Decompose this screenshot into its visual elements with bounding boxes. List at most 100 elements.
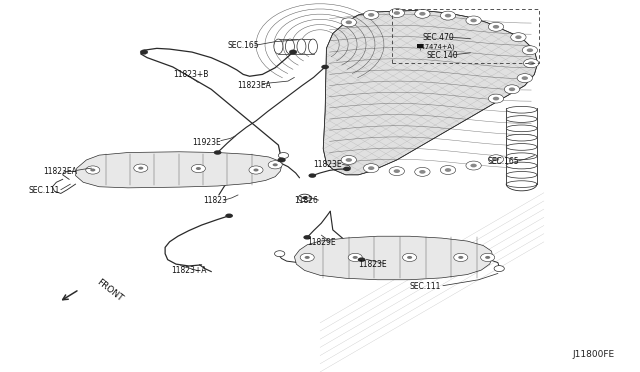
Circle shape bbox=[86, 166, 100, 174]
Circle shape bbox=[485, 256, 490, 259]
Circle shape bbox=[528, 61, 534, 65]
Circle shape bbox=[394, 169, 400, 173]
Text: SEC.165: SEC.165 bbox=[227, 41, 259, 50]
Text: 11923E: 11923E bbox=[192, 138, 221, 147]
Ellipse shape bbox=[506, 125, 537, 132]
Text: 11826: 11826 bbox=[294, 196, 318, 205]
Circle shape bbox=[321, 65, 329, 69]
Circle shape bbox=[522, 76, 528, 80]
Polygon shape bbox=[323, 10, 538, 175]
Circle shape bbox=[196, 167, 201, 170]
Circle shape bbox=[470, 164, 477, 167]
Ellipse shape bbox=[297, 39, 306, 54]
Circle shape bbox=[415, 9, 430, 18]
Circle shape bbox=[308, 173, 316, 178]
Polygon shape bbox=[76, 152, 282, 188]
Circle shape bbox=[303, 235, 311, 240]
Circle shape bbox=[466, 16, 481, 25]
Text: 11823E: 11823E bbox=[358, 260, 387, 269]
Ellipse shape bbox=[506, 134, 537, 141]
Circle shape bbox=[358, 257, 365, 262]
Circle shape bbox=[300, 253, 314, 262]
Circle shape bbox=[341, 155, 356, 164]
Circle shape bbox=[368, 166, 374, 170]
Circle shape bbox=[440, 166, 456, 174]
Ellipse shape bbox=[506, 162, 537, 169]
Circle shape bbox=[511, 33, 526, 42]
Ellipse shape bbox=[506, 171, 537, 178]
Circle shape bbox=[488, 94, 504, 103]
Circle shape bbox=[346, 20, 352, 24]
Circle shape bbox=[389, 9, 404, 17]
Circle shape bbox=[191, 164, 205, 173]
Circle shape bbox=[488, 155, 504, 164]
Ellipse shape bbox=[274, 39, 283, 54]
Circle shape bbox=[364, 164, 379, 173]
Circle shape bbox=[389, 167, 404, 176]
Circle shape bbox=[403, 253, 417, 262]
Text: SEC.470: SEC.470 bbox=[422, 33, 454, 42]
Text: FRONT: FRONT bbox=[95, 278, 124, 304]
Circle shape bbox=[368, 13, 374, 17]
Circle shape bbox=[305, 256, 310, 259]
Text: 11823: 11823 bbox=[204, 196, 227, 205]
Ellipse shape bbox=[308, 39, 317, 54]
Ellipse shape bbox=[506, 144, 537, 150]
Text: (47474+A): (47474+A) bbox=[419, 43, 455, 50]
Circle shape bbox=[488, 22, 504, 31]
Ellipse shape bbox=[285, 39, 294, 54]
Circle shape bbox=[517, 74, 532, 83]
Circle shape bbox=[470, 19, 477, 22]
Circle shape bbox=[289, 50, 297, 54]
Ellipse shape bbox=[506, 153, 537, 160]
Circle shape bbox=[504, 85, 520, 94]
Text: 11823EA: 11823EA bbox=[44, 167, 77, 176]
Circle shape bbox=[527, 48, 533, 52]
Text: SEC.111: SEC.111 bbox=[410, 282, 441, 291]
Circle shape bbox=[493, 25, 499, 29]
Circle shape bbox=[515, 35, 522, 39]
Bar bbox=[417, 44, 423, 48]
Ellipse shape bbox=[506, 181, 537, 187]
Circle shape bbox=[214, 150, 221, 155]
Circle shape bbox=[394, 11, 400, 15]
Circle shape bbox=[278, 158, 285, 162]
Circle shape bbox=[134, 164, 148, 172]
Circle shape bbox=[302, 196, 307, 199]
Text: 11823E: 11823E bbox=[314, 160, 342, 169]
Circle shape bbox=[445, 14, 451, 17]
Circle shape bbox=[278, 153, 289, 158]
Circle shape bbox=[481, 253, 495, 262]
Circle shape bbox=[275, 251, 285, 257]
Circle shape bbox=[509, 87, 515, 91]
Circle shape bbox=[273, 163, 278, 166]
Circle shape bbox=[445, 168, 451, 172]
Ellipse shape bbox=[506, 116, 537, 122]
Circle shape bbox=[298, 194, 311, 202]
Circle shape bbox=[253, 169, 259, 171]
Circle shape bbox=[415, 167, 430, 176]
Circle shape bbox=[138, 167, 143, 170]
Circle shape bbox=[419, 12, 426, 16]
Text: J11800FE: J11800FE bbox=[573, 350, 615, 359]
Text: 11823+A: 11823+A bbox=[172, 266, 207, 275]
Circle shape bbox=[522, 46, 538, 55]
Polygon shape bbox=[294, 236, 493, 280]
Text: SEC.111: SEC.111 bbox=[29, 186, 60, 195]
Circle shape bbox=[419, 170, 426, 174]
Circle shape bbox=[341, 18, 356, 27]
Circle shape bbox=[343, 167, 351, 171]
Circle shape bbox=[493, 97, 499, 100]
Text: 11823+B: 11823+B bbox=[173, 70, 208, 79]
Circle shape bbox=[440, 11, 456, 20]
Circle shape bbox=[353, 256, 358, 259]
Circle shape bbox=[493, 157, 499, 161]
Ellipse shape bbox=[506, 106, 537, 113]
Circle shape bbox=[494, 266, 504, 272]
Circle shape bbox=[524, 59, 539, 68]
Text: SEC.140: SEC.140 bbox=[426, 51, 458, 60]
Text: 11829E: 11829E bbox=[307, 238, 336, 247]
Circle shape bbox=[407, 256, 412, 259]
Circle shape bbox=[364, 10, 379, 19]
Circle shape bbox=[458, 256, 463, 259]
